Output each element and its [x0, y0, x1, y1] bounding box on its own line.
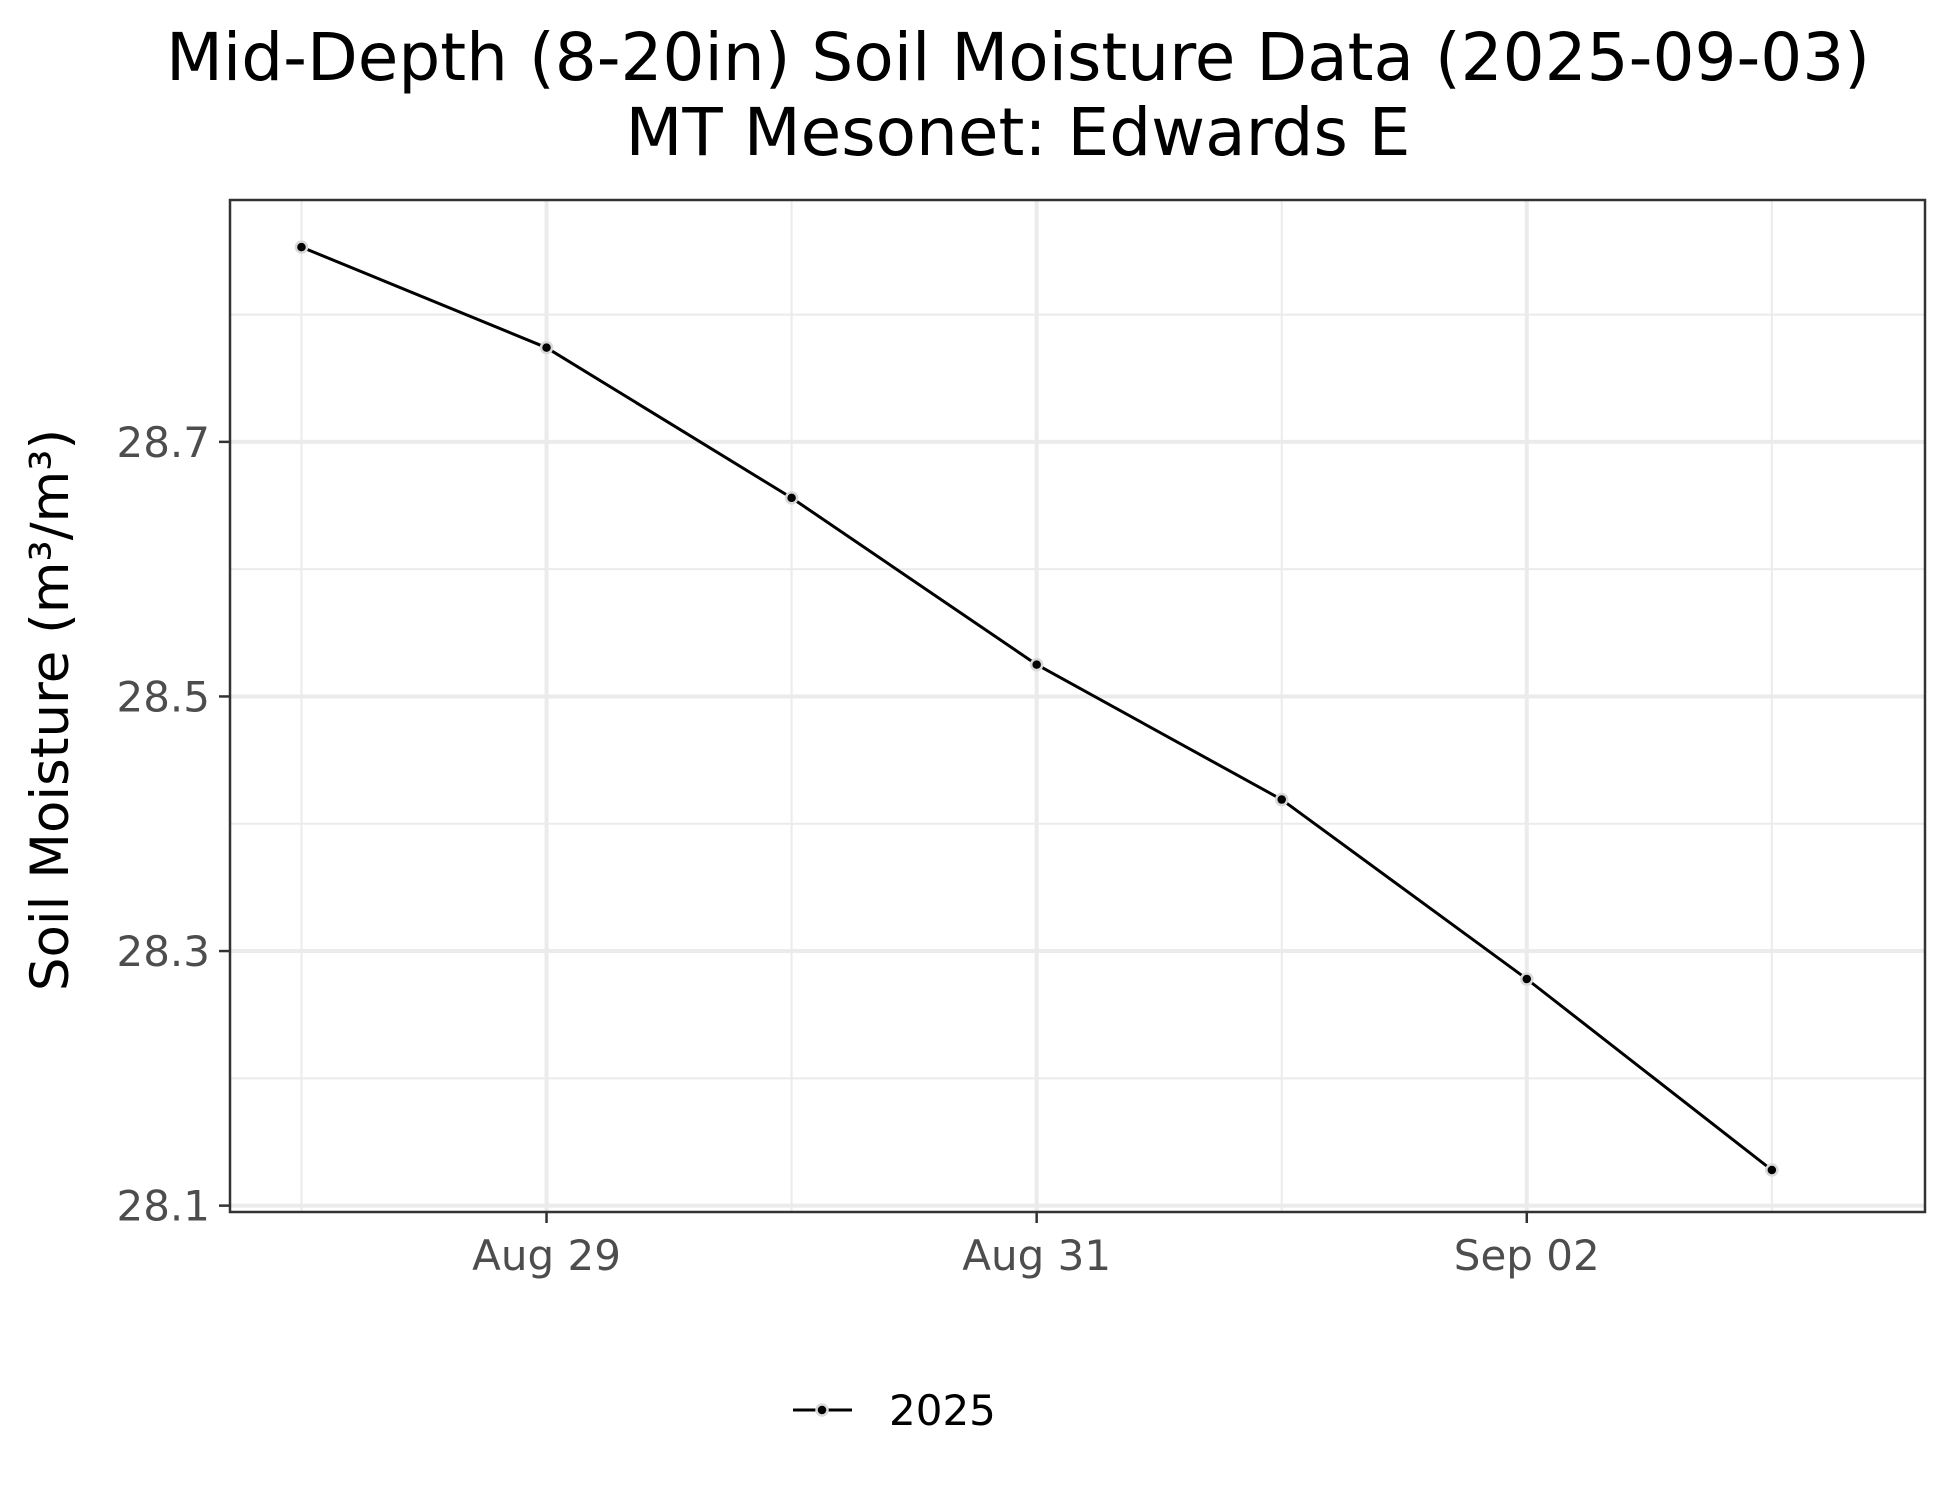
series-layer [294, 240, 1779, 1177]
y-axis: 28.1 28.3 28.5 28.7 [116, 418, 230, 1231]
plot-panel-border [228, 198, 1927, 1214]
x-axis: Aug 29 Aug 31 Sep 02 [472, 1212, 1600, 1280]
y-axis-title: Soil Moisture (m³/m³) [20, 429, 81, 991]
x-tick-label: Aug 31 [962, 1231, 1111, 1280]
data-point [1029, 657, 1044, 672]
legend-point-swatch [815, 1403, 829, 1417]
major-gridlines [230, 200, 1925, 1212]
chart-subtitle: MT Mesonet: Edwards E [625, 94, 1410, 171]
data-point [784, 491, 799, 505]
data-point [294, 240, 309, 254]
y-tick-label: 28.5 [116, 672, 210, 721]
y-tick-label: 28.7 [116, 418, 210, 467]
x-tick-label: Sep 02 [1454, 1231, 1600, 1280]
data-point [1765, 1163, 1779, 1177]
minor-gridlines [230, 200, 1925, 1212]
chart-title: Mid-Depth (8-20in) Soil Moisture Data (2… [166, 19, 1870, 96]
legend: 2025 [793, 1386, 996, 1435]
y-tick-label: 28.3 [116, 927, 210, 976]
y-tick-label: 28.1 [116, 1182, 210, 1231]
legend-label-2025: 2025 [889, 1386, 996, 1435]
data-point [1274, 792, 1289, 807]
x-tick-label: Aug 29 [472, 1231, 621, 1280]
data-point [539, 340, 554, 355]
data-point [1520, 972, 1534, 986]
